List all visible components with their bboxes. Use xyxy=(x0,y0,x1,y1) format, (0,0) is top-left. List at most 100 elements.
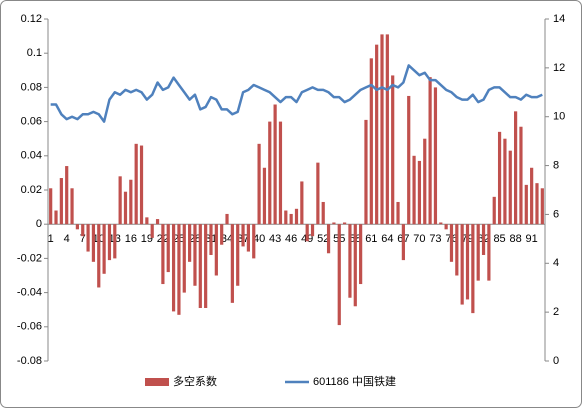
bar xyxy=(300,181,304,225)
bar xyxy=(514,111,518,225)
y2-tick-label: 12 xyxy=(553,62,565,74)
bar xyxy=(503,138,507,225)
x-tick-label: 91 xyxy=(526,233,538,245)
bar xyxy=(337,224,341,326)
bar xyxy=(145,217,149,225)
bar xyxy=(177,224,181,315)
bar xyxy=(171,224,176,312)
bar xyxy=(54,210,58,225)
bar xyxy=(508,150,512,225)
bar xyxy=(321,201,325,225)
bar xyxy=(220,224,224,245)
y-tick-label: 0.1 xyxy=(27,47,42,59)
bar xyxy=(530,167,534,225)
bar xyxy=(118,176,122,225)
y-tick-label: 0.12 xyxy=(21,13,42,25)
x-tick-label: 7 xyxy=(80,233,86,245)
bar xyxy=(123,191,128,225)
bar xyxy=(519,126,523,225)
bar xyxy=(380,34,384,225)
bar xyxy=(230,224,234,303)
bar xyxy=(401,224,405,261)
bar xyxy=(471,224,475,314)
x-tick-label: 61 xyxy=(365,233,377,245)
bar xyxy=(166,224,170,273)
bar xyxy=(348,224,352,298)
bar xyxy=(193,224,197,286)
x-tick-label: 16 xyxy=(125,233,137,245)
y-tick-label: -0.08 xyxy=(17,355,42,367)
x-tick-label: 46 xyxy=(285,233,297,245)
bar xyxy=(262,167,267,225)
bar xyxy=(444,224,448,230)
x-tick-label: 1 xyxy=(48,233,54,245)
x-tick-label: 85 xyxy=(493,233,505,245)
bar xyxy=(86,224,90,252)
bar xyxy=(364,119,368,225)
bar xyxy=(497,131,502,225)
y2-tick-label: 6 xyxy=(553,208,559,220)
bar xyxy=(396,201,400,225)
bar xyxy=(252,224,256,259)
bar xyxy=(241,224,245,247)
y2-tick-label: 0 xyxy=(553,355,559,367)
bar xyxy=(439,222,443,225)
y-tick-label: -0.04 xyxy=(17,287,42,299)
bar xyxy=(246,224,251,252)
legend-swatch xyxy=(145,378,169,386)
x-tick-label: 88 xyxy=(509,233,521,245)
bar xyxy=(91,224,96,262)
bar xyxy=(204,224,208,308)
bar xyxy=(326,224,331,254)
bar xyxy=(134,143,138,225)
bar xyxy=(188,224,192,262)
bar xyxy=(107,224,112,261)
bar xyxy=(428,77,432,225)
bar xyxy=(433,87,438,225)
y2-tick-label: 10 xyxy=(553,111,565,123)
y-tick-label: 0.06 xyxy=(21,116,42,128)
bar xyxy=(198,224,202,308)
bar xyxy=(540,188,544,225)
y2-tick-label: 2 xyxy=(553,306,559,318)
bar xyxy=(182,224,186,293)
bar xyxy=(59,178,63,225)
bar xyxy=(155,219,160,225)
y-tick-label: 0.04 xyxy=(21,150,42,162)
bar xyxy=(214,224,218,276)
bar xyxy=(353,224,357,307)
bar xyxy=(342,222,347,225)
bar xyxy=(139,145,144,225)
line xyxy=(50,64,543,123)
bar xyxy=(305,224,309,242)
bar xyxy=(359,224,363,285)
bar xyxy=(284,210,288,225)
x-tick-label: 34 xyxy=(221,233,233,245)
bar xyxy=(310,224,315,237)
bar xyxy=(97,224,101,288)
bar xyxy=(257,143,261,225)
bar xyxy=(81,224,85,237)
x-tick-label: 73 xyxy=(429,233,441,245)
bar xyxy=(481,224,486,255)
bar xyxy=(150,224,154,238)
bar xyxy=(476,224,480,281)
bar xyxy=(273,104,277,225)
bar xyxy=(369,58,373,225)
y2-tick-label: 4 xyxy=(553,257,559,269)
bar xyxy=(49,188,53,225)
y-tick-label: -0.02 xyxy=(17,252,42,264)
bar xyxy=(316,162,320,225)
bar xyxy=(294,208,299,225)
bar xyxy=(412,155,416,225)
bar xyxy=(236,224,240,286)
legend-label: 601186 中国铁建 xyxy=(313,374,396,388)
bar xyxy=(332,222,336,225)
bar xyxy=(289,213,293,225)
y-tick-label: -0.06 xyxy=(17,321,42,333)
x-tick-label: 40 xyxy=(253,233,265,245)
bar xyxy=(129,179,133,225)
bar xyxy=(524,184,528,225)
bar xyxy=(455,224,459,276)
